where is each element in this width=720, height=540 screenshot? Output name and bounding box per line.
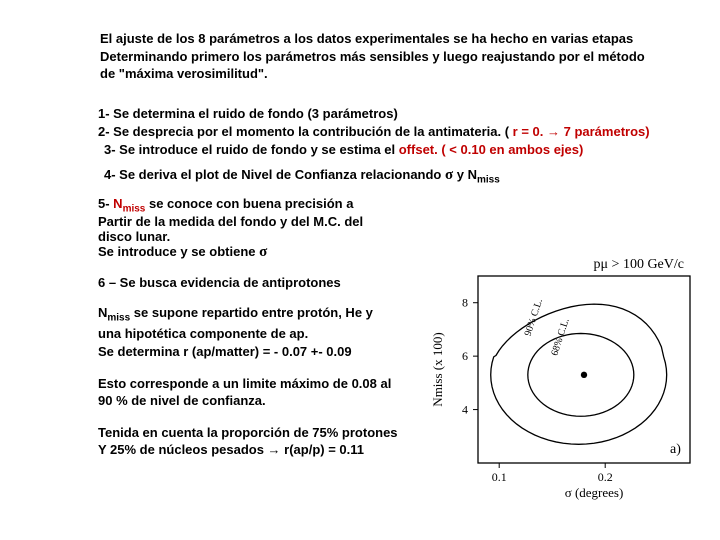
svg-text:8: 8 [462, 296, 468, 310]
svg-text:pμ > 100 GeV/c: pμ > 100 GeV/c [594, 257, 684, 272]
step-5-c: se conoce con buena precisión a [145, 196, 353, 211]
step-1: 1- Se determina el ruido de fondo (3 par… [98, 105, 700, 123]
step-4: 4- Se deriva el plot de Nivel de Confian… [104, 165, 700, 188]
p2-a: Esto corresponde a un limite máximo de 0… [98, 376, 391, 391]
step-3-offset: offset [399, 142, 434, 157]
p3-a: Tenida en cuenta la proporción de 75% pr… [98, 425, 398, 440]
step-3-text-c: . ( < 0.10 en ambos ejes) [434, 142, 583, 157]
step-5-prefix: 5- [98, 196, 113, 211]
paragraph-nmass: Nmiss se supone repartido entre protón, … [98, 304, 428, 360]
step-5-e: disco lunar. [98, 229, 170, 244]
step-3-text-a: 3- Se introduce el ruido de fondo y se e… [104, 142, 399, 157]
step-4-sub: miss [477, 175, 500, 186]
step-5: 5- Nmiss se conoce con buena precisión a… [98, 196, 428, 262]
svg-text:4: 4 [462, 403, 468, 417]
steps-block: 1- Se determina el ruido de fondo (3 par… [98, 105, 700, 188]
intro-line-2: Determinando primero los parámetros más … [100, 49, 645, 64]
p2-b: 90 % de nivel de confianza. [98, 393, 266, 408]
step-1-text: 1- Se determina el ruido de fondo (3 par… [98, 106, 398, 121]
confidence-plot: 0.1 0.2 4 6 8 σ (degrees) Nmiss (x 100) pμ > 10… [424, 248, 704, 503]
step-5-f: Se introduce y se obtiene [98, 244, 259, 259]
svg-text:0.2: 0.2 [598, 470, 613, 484]
p1-d: Se determina r (ap/matter) = - 0.07 +- 0… [98, 344, 352, 359]
p3-b: Y 25% de núcleos pesados → r(ap/p) = 0.1… [98, 442, 364, 457]
p1-c: una hipotética componente de ap. [98, 326, 308, 341]
svg-text:6: 6 [462, 349, 468, 363]
p1-b: se supone repartido entre protón, He y [130, 305, 373, 320]
paragraph-limit: Esto corresponde a un limite máximo de 0… [98, 375, 428, 410]
p1-n: N [98, 305, 107, 320]
intro-line-1: El ajuste de los 8 parámetros a los dato… [100, 31, 633, 46]
intro-line-3: de "máxima verosimilitud". [100, 66, 268, 81]
step-4-text-a: 4- Se deriva el plot de Nivel de Confian… [104, 167, 445, 182]
step-3: 3- Se introduce el ruido de fondo y se e… [104, 141, 700, 159]
sigma-symbol: σ [445, 167, 453, 183]
paragraph-proportion: Tenida en cuenta la proporción de 75% pr… [98, 424, 428, 459]
step-2-text-b: r = 0. → 7 parámetros) [509, 124, 650, 139]
step-6: 6 – Se busca evidencia de antiprotones [98, 275, 428, 290]
step-4-text-b: y N [453, 167, 477, 182]
step-2: 2- Se desprecia por el momento la contri… [98, 123, 700, 141]
step-5-d: Partir de la medida del fondo y del M.C.… [98, 214, 363, 229]
svg-text:a): a) [670, 442, 681, 457]
svg-text:σ (degrees): σ (degrees) [565, 485, 624, 500]
step-2-text-a: 2- Se desprecia por el momento la contri… [98, 124, 509, 139]
sigma-symbol-2: σ [259, 244, 267, 260]
p1-sub: miss [107, 313, 130, 324]
step-6-text: 6 – Se busca evidencia de antiprotones [98, 275, 341, 290]
svg-text:0.1: 0.1 [492, 470, 507, 484]
intro-paragraph: El ajuste de los 8 parámetros a los dato… [100, 30, 670, 83]
step-5-n: Nmiss [113, 196, 145, 211]
step-5-nletter: N [113, 196, 122, 211]
svg-text:Nmiss (x 100): Nmiss (x 100) [430, 332, 445, 406]
step-5-sub: miss [123, 203, 146, 214]
